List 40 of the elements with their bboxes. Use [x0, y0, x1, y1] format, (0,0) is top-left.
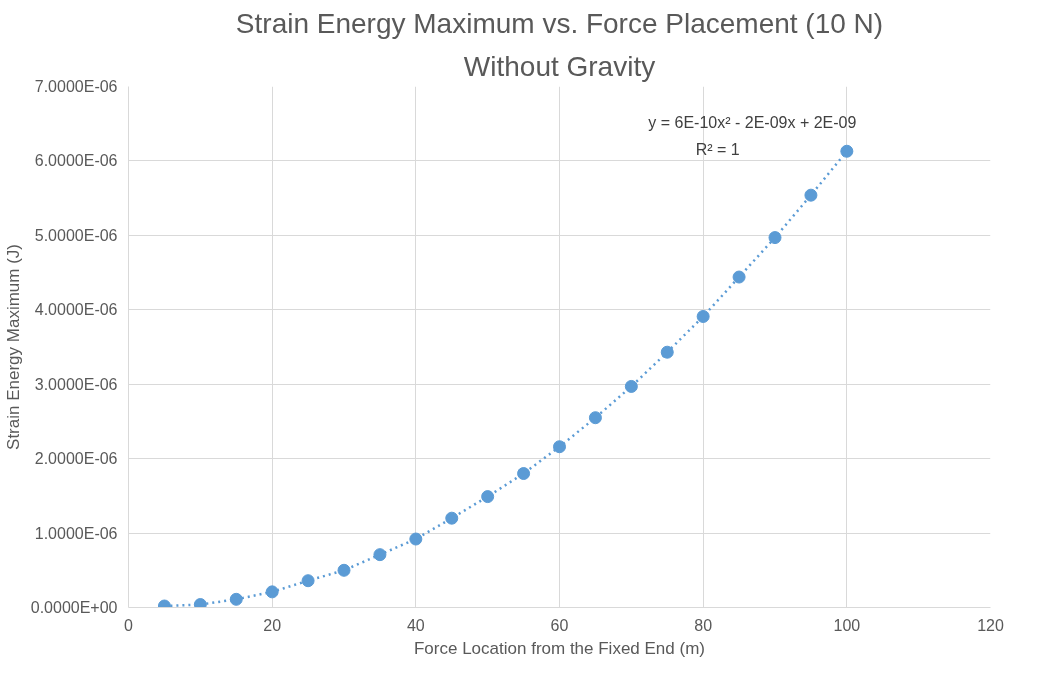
point: [804, 188, 818, 202]
point: [517, 467, 531, 481]
point: [624, 379, 638, 393]
annotation: y = 6E-10x² - 2E-09x + 2E-09: [648, 114, 857, 132]
point: [768, 231, 782, 245]
point: [840, 144, 854, 158]
point: [588, 411, 602, 425]
x-tick-label: 20: [263, 616, 282, 634]
point: [732, 270, 746, 284]
y-axis-title: Strain Energy Maximum (J): [3, 244, 23, 450]
point: [193, 598, 207, 608]
chart-subtitle: Without Gravity: [463, 50, 656, 82]
chart-title: Strain Energy Maximum vs. Force Placement (10 N): [235, 7, 884, 39]
x-tick-label: 60: [550, 616, 569, 634]
x-tick-label: 100: [833, 616, 861, 634]
y-tick-label: 1.0000E-06: [34, 524, 118, 542]
annotation: R² = 1: [695, 140, 740, 158]
x-tick-label: 40: [406, 616, 425, 634]
point: [445, 511, 459, 525]
x-tick-label: 120: [977, 616, 1004, 634]
y-tick-label: 2.0000E-06: [34, 450, 118, 468]
point: [696, 310, 710, 323]
y-tick-label: 7.0000E-06: [34, 78, 118, 95]
x-tick-label: 0: [124, 616, 134, 634]
y-tick-label: 0.0000E+00: [30, 599, 118, 616]
point: [229, 592, 243, 606]
point: [301, 574, 315, 588]
point: [337, 563, 351, 577]
y-tick-label: 3.0000E-06: [34, 375, 118, 393]
x-tick-label: 80: [694, 616, 713, 634]
point: [409, 532, 423, 546]
y-tick-label: 5.0000E-06: [34, 226, 118, 244]
point: [660, 345, 674, 359]
x-axis-title: Force Location from the Fixed End (m): [414, 638, 706, 658]
point: [481, 490, 495, 504]
point: [265, 585, 279, 599]
y-tick-label: 4.0000E-06: [34, 301, 118, 319]
point: [373, 548, 387, 562]
y-tick-label: 6.0000E-06: [34, 152, 118, 170]
point: [553, 440, 566, 454]
